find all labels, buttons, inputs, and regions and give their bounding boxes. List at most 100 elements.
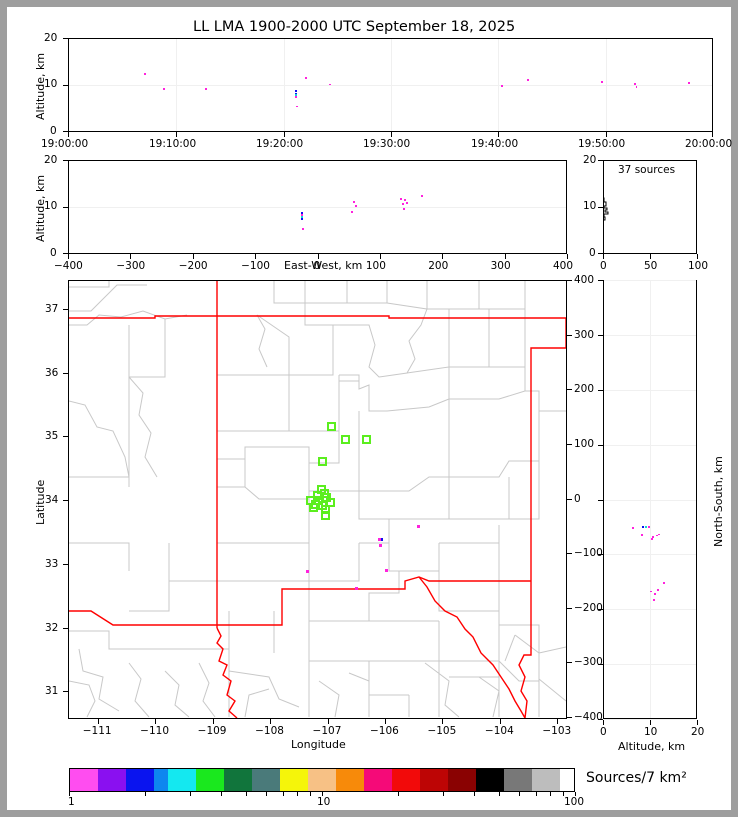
source-point xyxy=(379,543,383,547)
colorbar-label: Sources/7 km² xyxy=(586,770,687,786)
colorbar-tick-mark xyxy=(322,792,323,796)
hist-xtick-100: 100 xyxy=(688,260,709,272)
hist-xtick-50: 50 xyxy=(644,260,658,272)
map-ytick-34: 34 xyxy=(45,494,59,507)
colorbar-tick-mark xyxy=(69,792,70,796)
colorbar-segment xyxy=(560,769,574,791)
colorbar-segment xyxy=(546,769,561,791)
source-point xyxy=(501,85,504,87)
colorbar-segment xyxy=(210,769,225,791)
colorbar-gradient[interactable] xyxy=(70,769,574,791)
colorbar-segment xyxy=(392,769,407,791)
green-source-marker xyxy=(321,511,331,521)
ew-xtick--300: −300 xyxy=(116,260,146,272)
ew-xtick-400: 400 xyxy=(553,260,574,272)
ew-ytick-10: 10 xyxy=(44,200,58,212)
source-point xyxy=(354,205,357,208)
colorbar-tick-mark xyxy=(282,792,284,796)
ew-scatter-points xyxy=(68,160,567,254)
ew-ytick-20: 20 xyxy=(44,154,58,166)
ew-xtick-300: 300 xyxy=(490,260,511,272)
colorbar-segment xyxy=(350,769,365,791)
colorbar-segment xyxy=(112,769,127,791)
page-title: LL LMA 1900-2000 UTC September 18, 2025 xyxy=(193,19,516,35)
colorbar-tick-mark xyxy=(442,792,444,796)
colorbar-segment xyxy=(448,769,463,791)
colorbar-tick-mark xyxy=(535,792,537,796)
source-point xyxy=(421,194,424,197)
source-point xyxy=(301,217,304,220)
source-point xyxy=(406,201,409,204)
colorbar-segment xyxy=(140,769,155,791)
map-xtick--103: −103 xyxy=(542,725,572,737)
colorbar-segment xyxy=(420,769,435,791)
source-point xyxy=(300,215,303,218)
source-point xyxy=(404,199,407,201)
colorbar-tick-mark xyxy=(310,792,312,796)
colorbar-tick-mark xyxy=(145,792,147,796)
map-xtick--111: −111 xyxy=(82,725,112,737)
colorbar-tick-100: 100 xyxy=(564,796,585,808)
colorbar-tick-1: 1 xyxy=(68,796,75,808)
map-ytick-32: 32 xyxy=(45,621,59,634)
colorbar-tick-mark xyxy=(474,792,476,796)
ew-xtick--200: −200 xyxy=(178,260,208,272)
colorbar-segment xyxy=(490,769,505,791)
time-xtick-4: 19:40:00 xyxy=(471,138,519,150)
source-point xyxy=(296,105,299,108)
map-ns-tick-300: 300 xyxy=(574,328,595,341)
map-ns-tick--200: −200 xyxy=(574,601,603,614)
source-point xyxy=(641,525,644,528)
source-point xyxy=(634,83,637,85)
colorbar-segment xyxy=(476,769,491,791)
map-xtick--106: −106 xyxy=(370,725,399,737)
source-point xyxy=(295,90,297,92)
source-point xyxy=(650,590,652,593)
source-point xyxy=(688,82,691,84)
colorbar-segment xyxy=(364,769,379,791)
source-point xyxy=(351,211,354,214)
colorbar-segment xyxy=(70,769,85,791)
colorbar-tick-mark xyxy=(265,792,267,796)
source-point xyxy=(295,96,297,99)
time-xtick-6: 20:00:00 xyxy=(685,138,733,150)
colorbar-segment xyxy=(294,769,309,791)
map-ylabel: Latitude xyxy=(34,479,47,525)
colorbar-segment xyxy=(154,769,169,791)
map-ns-tick--300: −300 xyxy=(574,656,603,669)
hist-ytick-10: 10 xyxy=(583,200,597,212)
colorbar-segment xyxy=(196,769,211,791)
colorbar-tick-mark xyxy=(518,792,520,796)
source-point xyxy=(652,599,655,602)
ew-xlabel: East-West, km xyxy=(284,259,363,272)
map-ns-tick-100: 100 xyxy=(574,437,595,450)
source-point xyxy=(527,78,530,81)
ew-xtick-0: 0 xyxy=(313,260,321,272)
time-ytick-0: 0 xyxy=(50,125,57,137)
source-point xyxy=(144,72,146,75)
source-point xyxy=(655,534,658,537)
source-point xyxy=(645,525,648,528)
ns-xtick-10: 10 xyxy=(644,726,658,738)
map-xtick--110: −110 xyxy=(140,725,170,737)
map-xtick--107: −107 xyxy=(312,725,342,737)
ns-ylabel: North-South, km xyxy=(712,456,725,547)
map-xtick--105: −105 xyxy=(427,725,457,737)
colorbar-segment xyxy=(504,769,519,791)
map-ytick-37: 37 xyxy=(45,302,59,315)
source-count-annotation: 37 sources xyxy=(618,164,676,176)
source-point xyxy=(402,207,405,210)
source-point xyxy=(305,569,309,573)
colorbar-segment xyxy=(280,769,295,791)
colorbar-tick-mark xyxy=(398,792,400,796)
source-point xyxy=(648,526,651,529)
ew-xtick--100: −100 xyxy=(241,260,270,272)
source-point xyxy=(378,538,382,542)
ns-xlabel: Altitude, km xyxy=(618,740,686,753)
source-point xyxy=(163,88,166,91)
time-xtick-2: 19:20:00 xyxy=(256,138,304,150)
green-source-marker xyxy=(326,497,336,507)
source-point xyxy=(416,525,420,529)
source-point xyxy=(305,77,308,80)
green-source-marker xyxy=(308,503,318,513)
